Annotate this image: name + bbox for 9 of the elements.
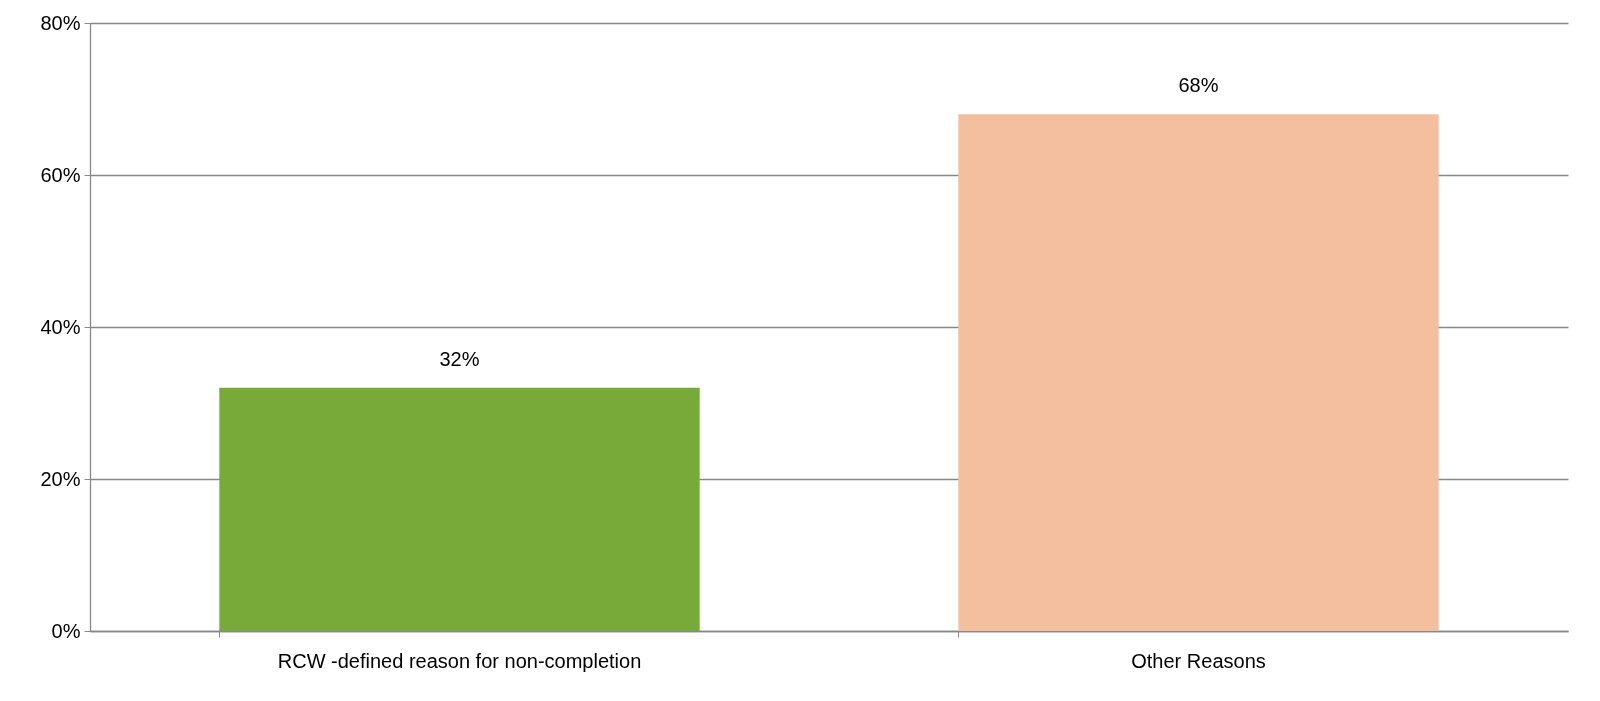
- x-tick-label: RCW -defined reason for non-completion: [277, 649, 642, 672]
- y-tick-label: 40%: [40, 315, 81, 338]
- y-tick-label: 80%: [40, 11, 81, 34]
- y-tick-label: 0%: [51, 619, 81, 642]
- x-tick-label: Other Reasons: [1131, 649, 1266, 672]
- data-label: 68%: [1178, 74, 1219, 97]
- y-tick-label: 20%: [40, 467, 81, 490]
- data-label: 32%: [439, 347, 480, 370]
- y-tick-label: 60%: [40, 163, 81, 186]
